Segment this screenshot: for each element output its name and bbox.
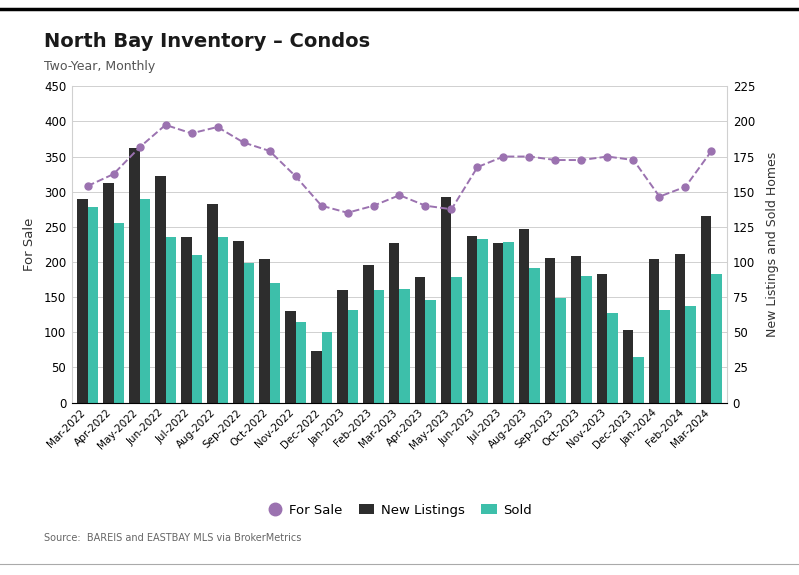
Bar <box>503 242 515 402</box>
Text: Source:  BAREIS and EASTBAY MLS via BrokerMetrics: Source: BAREIS and EASTBAY MLS via Broke… <box>44 534 301 543</box>
Bar <box>284 311 296 402</box>
For Sale <box>551 156 560 163</box>
Bar <box>451 277 463 402</box>
Bar <box>492 243 503 402</box>
For Sale <box>135 144 145 151</box>
For Sale <box>681 183 690 190</box>
Bar <box>570 256 582 402</box>
Bar <box>88 207 98 402</box>
Bar <box>582 276 592 402</box>
Bar <box>519 229 530 402</box>
Bar <box>233 241 244 402</box>
For Sale <box>368 202 378 209</box>
For Sale <box>602 153 612 160</box>
Bar <box>555 298 566 402</box>
For Sale <box>473 164 483 171</box>
Bar <box>363 266 373 402</box>
For Sale <box>213 124 222 131</box>
Bar <box>140 199 150 402</box>
For Sale <box>264 147 274 154</box>
Bar <box>440 197 451 402</box>
For Sale <box>316 202 326 209</box>
Bar <box>415 277 426 402</box>
For Sale <box>343 209 352 216</box>
For Sale <box>421 202 431 209</box>
For Sale <box>447 206 456 213</box>
Bar <box>597 274 607 402</box>
Bar <box>467 236 478 402</box>
Bar <box>217 237 229 402</box>
Legend: For Sale, New Listings, Sold: For Sale, New Listings, Sold <box>267 504 532 517</box>
Bar <box>244 263 254 402</box>
For Sale <box>239 139 248 146</box>
Bar <box>154 176 165 402</box>
For Sale <box>654 193 664 200</box>
For Sale <box>629 156 638 163</box>
Line: For Sale: For Sale <box>84 121 715 216</box>
Bar <box>400 289 411 402</box>
Bar <box>321 332 332 402</box>
Bar <box>311 351 321 402</box>
Bar <box>192 255 202 402</box>
Bar <box>388 243 400 402</box>
Bar <box>649 259 659 402</box>
Bar <box>348 310 359 402</box>
Y-axis label: New Listings and Sold Homes: New Listings and Sold Homes <box>766 152 779 337</box>
Bar <box>659 310 670 402</box>
Y-axis label: For Sale: For Sale <box>22 218 36 271</box>
Bar <box>336 290 348 402</box>
Text: Two-Year, Monthly: Two-Year, Monthly <box>44 60 155 74</box>
Bar <box>102 182 113 402</box>
For Sale <box>83 183 93 190</box>
Bar <box>259 259 269 402</box>
Bar <box>686 306 697 402</box>
For Sale <box>291 172 300 179</box>
Bar <box>77 199 88 402</box>
For Sale <box>525 153 535 160</box>
Bar <box>607 313 618 402</box>
For Sale <box>161 121 170 128</box>
Bar <box>478 239 488 402</box>
Bar <box>373 290 384 402</box>
Bar <box>530 269 540 402</box>
Bar <box>634 357 645 402</box>
Bar <box>129 148 140 402</box>
Text: North Bay Inventory – Condos: North Bay Inventory – Condos <box>44 32 370 51</box>
Bar <box>207 204 217 402</box>
Bar <box>181 237 192 402</box>
For Sale <box>395 191 404 198</box>
Bar <box>113 223 125 402</box>
For Sale <box>577 156 586 163</box>
Bar <box>165 237 177 402</box>
Bar <box>622 330 634 402</box>
For Sale <box>499 153 508 160</box>
For Sale <box>187 130 197 137</box>
Bar <box>269 283 280 402</box>
Bar <box>701 216 711 402</box>
For Sale <box>109 171 118 178</box>
Bar <box>545 258 555 402</box>
Bar <box>674 254 686 402</box>
Bar <box>711 274 722 402</box>
Bar <box>296 323 307 402</box>
Bar <box>426 300 436 402</box>
For Sale <box>706 147 716 154</box>
